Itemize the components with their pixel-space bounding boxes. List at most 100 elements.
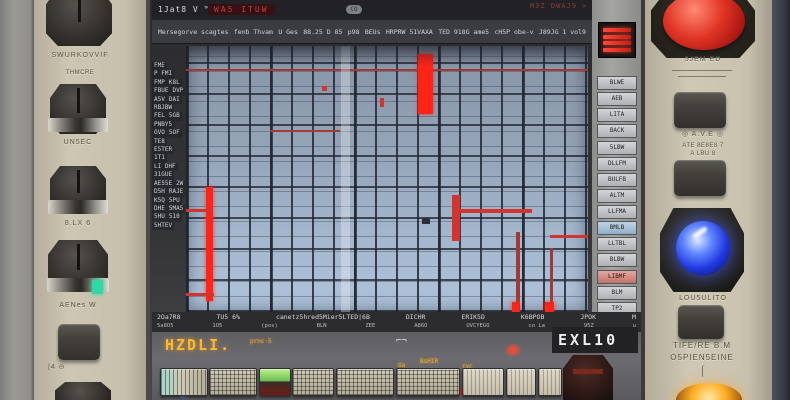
soft-menu-item[interactable]: ALTM bbox=[597, 188, 637, 203]
text-segment: TED 918G ame5 bbox=[438, 27, 490, 36]
alert-text: WA5 ITUW bbox=[208, 4, 275, 15]
grid-top-shade bbox=[186, 46, 588, 66]
deck-knob[interactable] bbox=[563, 355, 613, 400]
soft-menu-item[interactable]: BLWE bbox=[597, 76, 637, 90]
switch-glyph: ⌠ bbox=[699, 366, 707, 377]
left-knob-5[interactable] bbox=[55, 382, 111, 400]
soft-menu-item[interactable]: BMLB bbox=[597, 221, 637, 236]
trace-segment bbox=[545, 302, 554, 312]
deck-key[interactable] bbox=[336, 368, 394, 396]
right-button-1-label: ◎ A.V.E ◎ bbox=[682, 131, 724, 138]
right-button-3-label-1: TIFE/RE B.M bbox=[672, 341, 732, 350]
deck-key[interactable] bbox=[462, 368, 504, 396]
left-square-button[interactable] bbox=[58, 324, 100, 360]
trace-segment bbox=[550, 235, 588, 238]
channel-label: E5TER bbox=[152, 146, 175, 155]
left-knob-1-label: SWURKOVVIF bbox=[51, 52, 109, 59]
channel-label: FMP bbox=[152, 78, 167, 88]
deck-key[interactable] bbox=[259, 368, 291, 396]
channel-label: K5Q bbox=[152, 196, 167, 205]
channel-label: 2W bbox=[174, 179, 186, 189]
chassis-left-edge bbox=[0, 0, 34, 400]
co-badge-icon: CO bbox=[346, 5, 362, 14]
soft-menu-item[interactable]: AEB bbox=[597, 92, 637, 107]
channel-label: RAJE bbox=[166, 188, 186, 197]
lcd-readout-text: EXL10 bbox=[558, 331, 619, 349]
text-segment: 88.25 D 85 bbox=[303, 27, 343, 36]
soft-menu-item[interactable]: BULFB bbox=[597, 172, 637, 187]
channel-label: 510 bbox=[166, 213, 182, 222]
trace-segment bbox=[270, 130, 340, 132]
knob-pointer bbox=[76, 244, 80, 271]
power-button-label: 5JEM ED bbox=[684, 56, 722, 63]
knob-grip bbox=[573, 369, 603, 374]
channel-label: LI DHF bbox=[152, 162, 178, 172]
channel-label: 31GUE bbox=[152, 171, 175, 180]
left-knob-1-sublabel: THMCRE bbox=[65, 70, 95, 76]
channel-label: FME bbox=[152, 62, 167, 71]
right-button-2[interactable] bbox=[674, 160, 726, 196]
channel-label: 5MA5 bbox=[166, 204, 186, 214]
left-knob-1[interactable] bbox=[46, 0, 112, 46]
red-led-bar bbox=[603, 48, 631, 53]
trace-segment bbox=[341, 46, 350, 312]
left-knob-3-label: 8.LX 6 bbox=[64, 220, 92, 227]
text-segment: ERIK5D bbox=[461, 313, 485, 321]
soft-menu-item[interactable]: LLTBL bbox=[597, 237, 637, 252]
channel-label: TE8 bbox=[152, 137, 167, 147]
knob-pointer bbox=[76, 88, 80, 113]
soft-menu-item[interactable]: DLLFM bbox=[597, 156, 637, 171]
right-button-1[interactable] bbox=[674, 92, 726, 128]
timebase-readout: M3Z DWAJ9 > bbox=[530, 2, 588, 10]
voltage-readout: 1Jat8 V ™ bbox=[158, 5, 211, 14]
screen-status-bar: 2Oa7R8 TU5 6% canetz5hred5Mier5LTED|6B DICH… bbox=[152, 312, 641, 332]
text-segment: 95Z bbox=[583, 323, 594, 329]
soft-menu-item[interactable]: BLBW bbox=[597, 253, 637, 268]
channel-label: DVP bbox=[170, 87, 186, 96]
deck-key[interactable] bbox=[538, 368, 562, 396]
soft-menu-list: BLWE AEB LITA BACK 5LBW DLLFM BULFB ALTM LLFMA BM… bbox=[597, 76, 637, 332]
deck-key[interactable] bbox=[160, 368, 208, 396]
soft-menu-item[interactable]: BLM bbox=[597, 285, 637, 300]
channel-label: D5H bbox=[152, 188, 167, 197]
deck-key[interactable] bbox=[396, 368, 460, 396]
trace-segment bbox=[454, 209, 532, 213]
text-segment: 2Oa7R8 bbox=[157, 313, 181, 321]
red-led-bar bbox=[603, 27, 631, 32]
channel-label: 1T1 bbox=[152, 154, 167, 163]
screen-menu-bar: Mersegorve scagtes fenb Thvam U Ges 88.25 D… bbox=[152, 20, 592, 44]
text-segment: A86O bbox=[414, 323, 428, 329]
soft-menu-item[interactable]: LIBMF bbox=[597, 269, 637, 284]
channel-label: 5GB bbox=[166, 112, 182, 121]
deck-key[interactable] bbox=[506, 368, 536, 396]
deck-key[interactable] bbox=[209, 368, 257, 396]
waveform-grid bbox=[186, 46, 588, 312]
trace-segment bbox=[512, 302, 519, 312]
trace-segment bbox=[452, 195, 460, 241]
red-power-button[interactable] bbox=[663, 0, 745, 50]
text-segment: K6BPOB bbox=[520, 313, 545, 321]
text-segment: (pos) bbox=[261, 323, 278, 329]
amber-illuminated-button[interactable] bbox=[676, 383, 742, 400]
trace-segment bbox=[186, 209, 213, 212]
red-led-bar bbox=[603, 34, 631, 39]
left-knob-3-skirt bbox=[48, 200, 108, 214]
soft-menu-item[interactable]: LLFMA bbox=[597, 205, 637, 219]
channel-label: P FMI bbox=[152, 70, 175, 79]
amber-small-label: IXC bbox=[462, 364, 473, 371]
soft-menu-item[interactable]: LITA bbox=[597, 108, 637, 123]
soft-menu-item[interactable]: 5LBW bbox=[597, 140, 637, 155]
status-led-block bbox=[598, 22, 636, 58]
channel-label: A5V bbox=[152, 95, 167, 105]
left-knob-2-skirt bbox=[48, 118, 108, 132]
trace-segment bbox=[550, 248, 553, 312]
panel-divider-right bbox=[641, 0, 646, 400]
text-segment: u bbox=[632, 323, 636, 329]
soft-menu-item[interactable]: BACK bbox=[597, 124, 637, 139]
channel-label: OVO bbox=[152, 129, 167, 138]
channel-label: K8L bbox=[166, 78, 182, 88]
text-segment: UVCYEGO bbox=[466, 323, 490, 329]
deck-key[interactable] bbox=[292, 368, 334, 396]
right-button-3[interactable] bbox=[678, 305, 724, 339]
